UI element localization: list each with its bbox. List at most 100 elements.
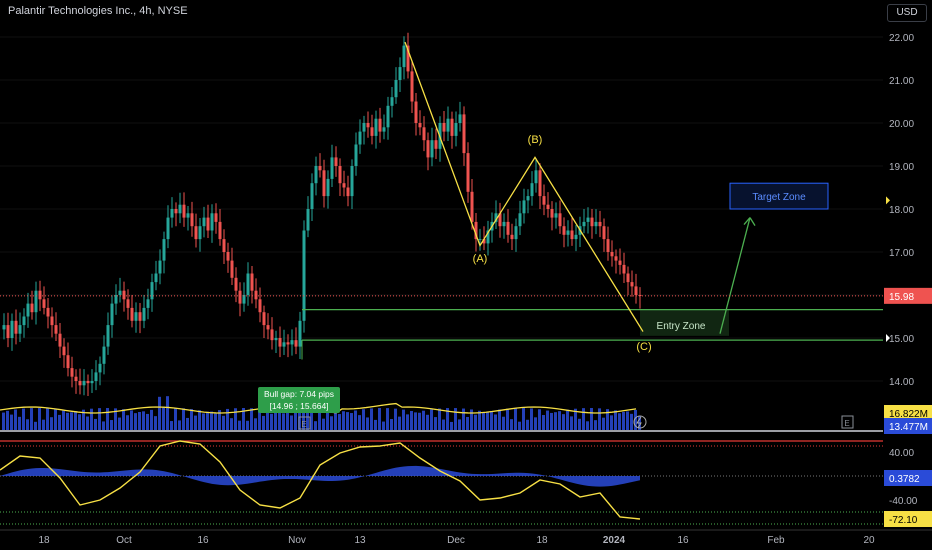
volume-bar [78,414,81,430]
osc-signal-badge: -72.10 [889,515,918,526]
osc-value-badge-bg [884,470,932,486]
price-axis-tick: 22.00 [889,33,914,44]
volume-bar [250,408,253,430]
candle-body [598,221,602,227]
volume-bar [518,421,521,430]
volume-bar [158,396,161,430]
volume-bar [314,421,317,430]
candle-body [366,123,370,128]
volume-bar [226,408,229,430]
volume-bar [58,414,61,430]
volume-bar [606,409,609,430]
volume-bar [122,409,125,430]
time-axis-tick: 13 [354,535,366,546]
volume-bar [126,415,129,430]
candle-body [70,368,74,377]
volume-bar [622,411,625,430]
candle-body [234,277,238,291]
volume-bar [46,408,49,430]
earnings-marker [298,416,311,430]
candle-body [534,170,538,184]
candle-body [94,372,98,381]
price-axis-tick: 18.00 [889,205,914,216]
volume-bar [66,412,69,430]
volume-bar [218,410,221,430]
candle-body [550,209,554,218]
volume-bar [254,418,257,430]
volume-bar [390,419,393,430]
volume-bar [182,408,185,430]
currency-button[interactable]: USD [887,4,927,22]
candle-body [318,166,322,171]
candle-body [310,183,314,209]
candle-body [242,295,246,304]
volume-bar [326,408,329,430]
candle-body [410,71,414,102]
candle-body [146,299,150,308]
volume-bar [582,408,585,430]
volume-bar [86,416,89,430]
candle-body [294,340,298,347]
volume-bar [258,408,261,430]
volume-bar [486,412,489,430]
candle-body [154,273,158,283]
volume-bar [478,410,481,430]
volume-bar [374,419,377,430]
volume-bar [322,418,325,430]
candle-body [526,196,530,201]
candle-body [218,221,222,240]
volume-bar [266,409,269,430]
time-axis-tick: 16 [197,535,209,546]
wave-label: (A) [473,253,488,265]
volume-bar [50,417,53,430]
volume-bar [26,419,29,430]
volume-bar [366,417,369,430]
volume-bar [350,413,353,430]
candle-body [186,213,190,218]
volume-bar [542,415,545,430]
volume-bar [222,415,225,430]
candle-body [106,325,110,347]
volume-bar [410,411,413,430]
candle-body [122,290,126,300]
candle-body [86,381,90,384]
volume-bar [282,413,285,430]
volume-bar [74,411,77,430]
candle-body [342,183,346,188]
candle-body [110,303,114,326]
target-zone-box [729,182,829,210]
volume-bar [134,413,137,430]
candle-body [618,260,622,265]
candle-body [630,282,634,287]
volume-bar [186,417,189,430]
volume-bar [10,414,13,430]
volume-bar [438,408,441,430]
bull-gap-line1: Bull gap: 7.04 pips [264,389,334,399]
volume-bar [14,409,17,430]
osc-signal-badge-bg [884,511,932,527]
candle-body [362,123,366,132]
volume-bar [454,408,457,430]
candle-body [54,325,58,334]
candle-body [614,256,618,261]
candle-body [462,114,466,154]
volume-bar [394,408,397,430]
candle-body [134,312,138,321]
price-axis-tick: 17.00 [889,248,914,259]
volume-bar [386,408,389,430]
volume-bar [30,408,33,430]
candle-body [14,320,18,334]
volume-bar [270,413,273,430]
projection-arrow-line [719,217,751,334]
volume-bar [554,412,557,430]
candle-body [302,230,306,321]
candle-body [338,166,342,184]
wave-label: (C) [636,341,651,353]
volume-bar [246,420,249,430]
volume-bar [378,408,381,430]
volume-bar [174,408,177,430]
candle-body [346,187,350,197]
candle-body [74,376,78,381]
candle-body [570,230,574,240]
